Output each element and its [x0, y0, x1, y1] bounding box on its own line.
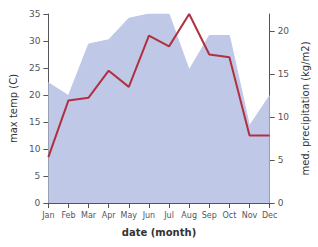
svg-text:Sep: Sep: [202, 211, 217, 220]
svg-text:Jan: Jan: [41, 211, 54, 220]
svg-text:30: 30: [29, 36, 41, 46]
svg-text:10: 10: [29, 144, 41, 154]
svg-text:15: 15: [278, 69, 289, 79]
svg-text:Mar: Mar: [81, 211, 97, 220]
svg-text:Oct: Oct: [222, 211, 236, 220]
svg-text:Aug: Aug: [181, 211, 197, 220]
svg-text:max temp (C): max temp (C): [8, 74, 19, 143]
svg-text:10: 10: [278, 112, 290, 122]
svg-text:0: 0: [35, 198, 41, 208]
svg-text:med. precipitation (kg/m2): med. precipitation (kg/m2): [300, 41, 311, 175]
svg-text:Jun: Jun: [142, 211, 156, 220]
svg-text:May: May: [121, 211, 138, 220]
svg-text:0: 0: [278, 198, 284, 208]
svg-text:Jul: Jul: [163, 211, 174, 220]
svg-text:20: 20: [29, 90, 41, 100]
svg-text:5: 5: [35, 171, 41, 181]
svg-text:35: 35: [29, 9, 40, 19]
svg-text:Apr: Apr: [102, 211, 117, 220]
svg-text:15: 15: [29, 117, 40, 127]
svg-text:20: 20: [278, 26, 290, 36]
svg-text:5: 5: [278, 155, 284, 165]
svg-text:Feb: Feb: [61, 211, 75, 220]
svg-text:date (month): date (month): [122, 227, 196, 238]
svg-text:Nov: Nov: [242, 211, 258, 220]
svg-text:Dec: Dec: [262, 211, 277, 220]
svg-text:25: 25: [29, 63, 40, 73]
